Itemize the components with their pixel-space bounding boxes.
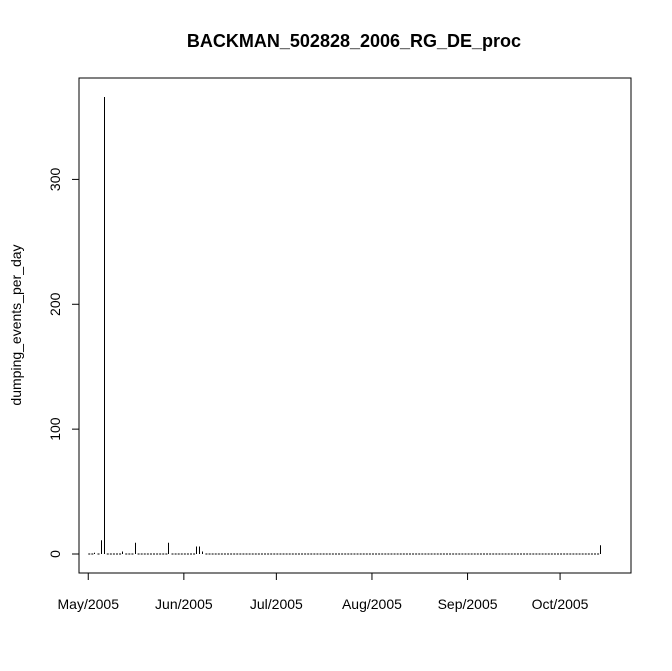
x-tick-label: Jun/2005 [155,596,213,612]
x-tick-label: Aug/2005 [342,596,402,612]
y-tick-label: 100 [47,417,63,441]
chart-title: BACKMAN_502828_2006_RG_DE_proc [187,31,521,51]
y-axis-label: dumping_events_per_day [8,244,24,405]
x-axis: May/2005 Jun/2005 Jul/2005 Aug/2005 Sep/2005… [58,572,589,612]
plot-frame [78,77,632,574]
event-bars [88,97,601,555]
x-tick-label: Sep/2005 [438,596,498,612]
x-tick-label: Jul/2005 [250,596,303,612]
y-tick-label: 300 [47,168,63,192]
x-tick-label: May/2005 [58,596,120,612]
y-tick-label: 0 [47,550,63,558]
y-axis: 0 100 200 300 [47,168,80,558]
y-tick-label: 200 [47,292,63,316]
x-tick-label: Oct/2005 [532,596,589,612]
